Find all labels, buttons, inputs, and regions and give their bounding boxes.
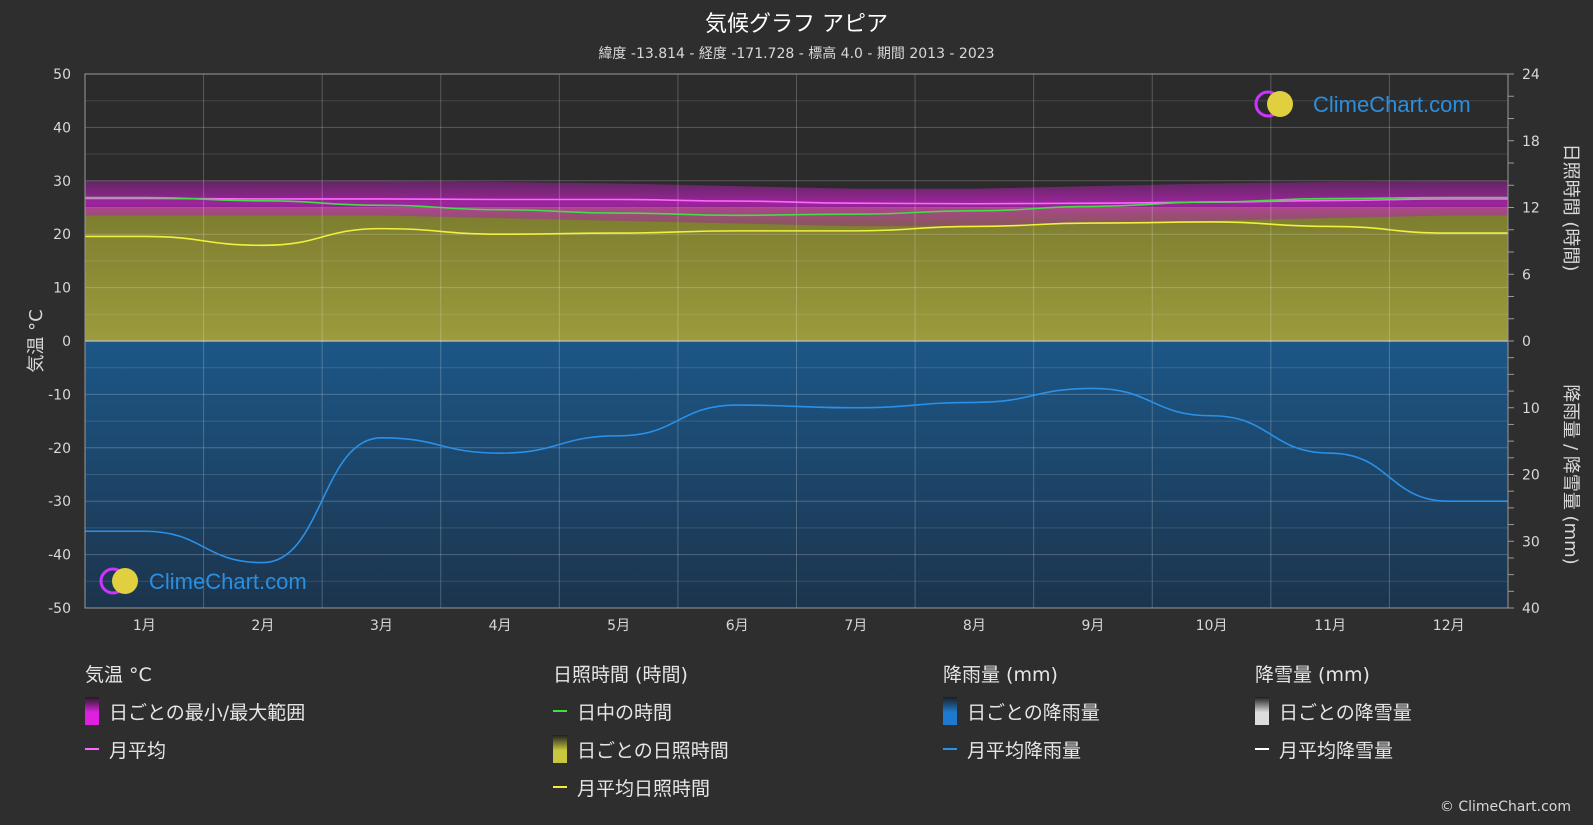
x-tick-label: 10月 bbox=[1196, 618, 1228, 634]
y-axis-title-right-rain: 降雨量 / 降雪量 (mm) bbox=[1560, 384, 1581, 564]
copyright: © ClimeChart.com bbox=[1439, 799, 1571, 815]
logo-sun-icon bbox=[112, 568, 138, 594]
legend-group: 降雪量 (mm) 日ごとの降雪量 月平均降雪量 bbox=[1255, 660, 1412, 774]
watermark-top: ClimeChart.com bbox=[1254, 90, 1471, 118]
legend-swatch-line bbox=[85, 748, 99, 750]
legend-swatch-line bbox=[553, 786, 567, 788]
sunshine-avg-line bbox=[85, 221, 1508, 247]
y-tick-label-left: 40 bbox=[53, 120, 71, 136]
y-tick-label-left: -10 bbox=[48, 387, 71, 403]
y-tick-label-left: 50 bbox=[53, 67, 71, 83]
legend-swatch-line bbox=[1255, 748, 1269, 750]
legend-item: 月平均日照時間 bbox=[553, 774, 729, 800]
y-tick-label-left: -40 bbox=[48, 548, 71, 564]
legend-item-label: 日中の時間 bbox=[577, 701, 673, 724]
watermark-bottom: ClimeChart.com bbox=[99, 567, 307, 595]
daily-rain-area bbox=[85, 341, 1508, 608]
legend-item-label: 月平均 bbox=[109, 739, 167, 762]
daily-sunshine-area bbox=[85, 207, 1508, 341]
legend-item: 日中の時間 bbox=[553, 698, 729, 724]
legend-group-title: 気温 °C bbox=[85, 664, 152, 686]
legend-group: 降雨量 (mm) 日ごとの降雨量 月平均降雨量 bbox=[943, 660, 1100, 774]
legend-item: 日ごとの最小/最大範囲 bbox=[85, 697, 306, 725]
y-tick-label-right-rain: 20 bbox=[1522, 468, 1540, 484]
y-tick-label-left: 20 bbox=[53, 227, 71, 243]
y-tick-label-right-sun: 18 bbox=[1522, 134, 1540, 150]
rain-avg-line bbox=[84, 387, 1508, 564]
y-tick-label-right-sun: 0 bbox=[1522, 334, 1531, 350]
legend-group: 気温 °C 日ごとの最小/最大範囲 月平均 bbox=[85, 660, 305, 774]
x-tick-label: 2月 bbox=[251, 618, 274, 634]
legend-item: 日ごとの降雪量 bbox=[1255, 697, 1412, 725]
legend-item-label: 月平均降雪量 bbox=[1279, 739, 1394, 762]
legend-group-title: 日照時間 (時間) bbox=[553, 664, 688, 686]
x-tick-label: 4月 bbox=[489, 618, 512, 634]
y-axis-title-right-sun: 日照時間 (時間) bbox=[1560, 144, 1581, 272]
chart-subtitle: 緯度 -13.814 - 経度 -171.728 - 標高 4.0 - 期間 2… bbox=[598, 46, 995, 62]
temp-range-band bbox=[85, 180, 1508, 227]
daylight-line bbox=[84, 196, 1508, 217]
y-tick-label-right-rain: 40 bbox=[1522, 601, 1540, 617]
x-tick-label: 9月 bbox=[1081, 618, 1104, 634]
legend-item-label: 月平均降雨量 bbox=[967, 739, 1082, 762]
legend-swatch-box bbox=[85, 697, 99, 725]
legend-item-label: 日ごとの降雨量 bbox=[967, 701, 1100, 724]
legend-item: 月平均 bbox=[85, 736, 305, 762]
x-tick-label: 3月 bbox=[370, 618, 393, 634]
chart-title: 気候グラフ アピア bbox=[705, 12, 888, 37]
legend-item: 月平均降雨量 bbox=[943, 736, 1100, 762]
x-tick-label: 1月 bbox=[133, 618, 156, 634]
legend-item-label: 日ごとの日照時間 bbox=[577, 739, 729, 762]
y-tick-label-right-rain: 30 bbox=[1522, 534, 1540, 550]
legend-swatch-line bbox=[553, 710, 567, 712]
legend-swatch-line bbox=[943, 748, 957, 750]
y-tick-label-left: 0 bbox=[62, 334, 71, 350]
legend-group-title: 降雨量 (mm) bbox=[943, 664, 1058, 686]
y-tick-label-right-sun: 12 bbox=[1522, 201, 1540, 217]
legend-swatch-box bbox=[943, 697, 957, 725]
y-tick-label-left: -20 bbox=[48, 441, 71, 457]
y-tick-label-left: -30 bbox=[48, 494, 71, 510]
temp-avg-line bbox=[84, 197, 1508, 205]
y-axis-title-left: 気温 °C bbox=[26, 309, 47, 372]
x-tick-label: 11月 bbox=[1314, 618, 1346, 634]
legend-item: 日ごとの日照時間 bbox=[553, 735, 729, 763]
x-tick-label: 12月 bbox=[1433, 618, 1465, 634]
x-tick-label: 6月 bbox=[726, 618, 749, 634]
y-tick-label-right-rain: 10 bbox=[1522, 401, 1540, 417]
legend-group: 日照時間 (時間) 日中の時間日ごとの日照時間 月平均日照時間 bbox=[553, 660, 729, 812]
x-tick-label: 7月 bbox=[844, 618, 867, 634]
x-tick-label: 8月 bbox=[963, 618, 986, 634]
y-tick-label-left: 10 bbox=[53, 281, 71, 297]
y-tick-label-left: -50 bbox=[48, 601, 71, 617]
watermark-text: ClimeChart.com bbox=[1313, 92, 1471, 117]
legend-item-label: 日ごとの最小/最大範囲 bbox=[109, 701, 306, 724]
legend-item: 日ごとの降雨量 bbox=[943, 697, 1100, 725]
y-tick-label-right-sun: 6 bbox=[1522, 267, 1531, 283]
logo-sun-icon bbox=[1267, 91, 1293, 117]
y-tick-label-left: 30 bbox=[53, 174, 71, 190]
legend-item-label: 日ごとの降雪量 bbox=[1279, 701, 1412, 724]
legend-item: 月平均降雪量 bbox=[1255, 736, 1412, 762]
legend-group-title: 降雪量 (mm) bbox=[1255, 664, 1370, 686]
legend-swatch-box bbox=[553, 735, 567, 763]
legend-swatch-box bbox=[1255, 697, 1269, 725]
x-tick-label: 5月 bbox=[607, 618, 630, 634]
watermark-text: ClimeChart.com bbox=[149, 569, 307, 594]
y-tick-label-right-sun: 24 bbox=[1522, 67, 1540, 83]
legend-item-label: 月平均日照時間 bbox=[577, 777, 711, 800]
